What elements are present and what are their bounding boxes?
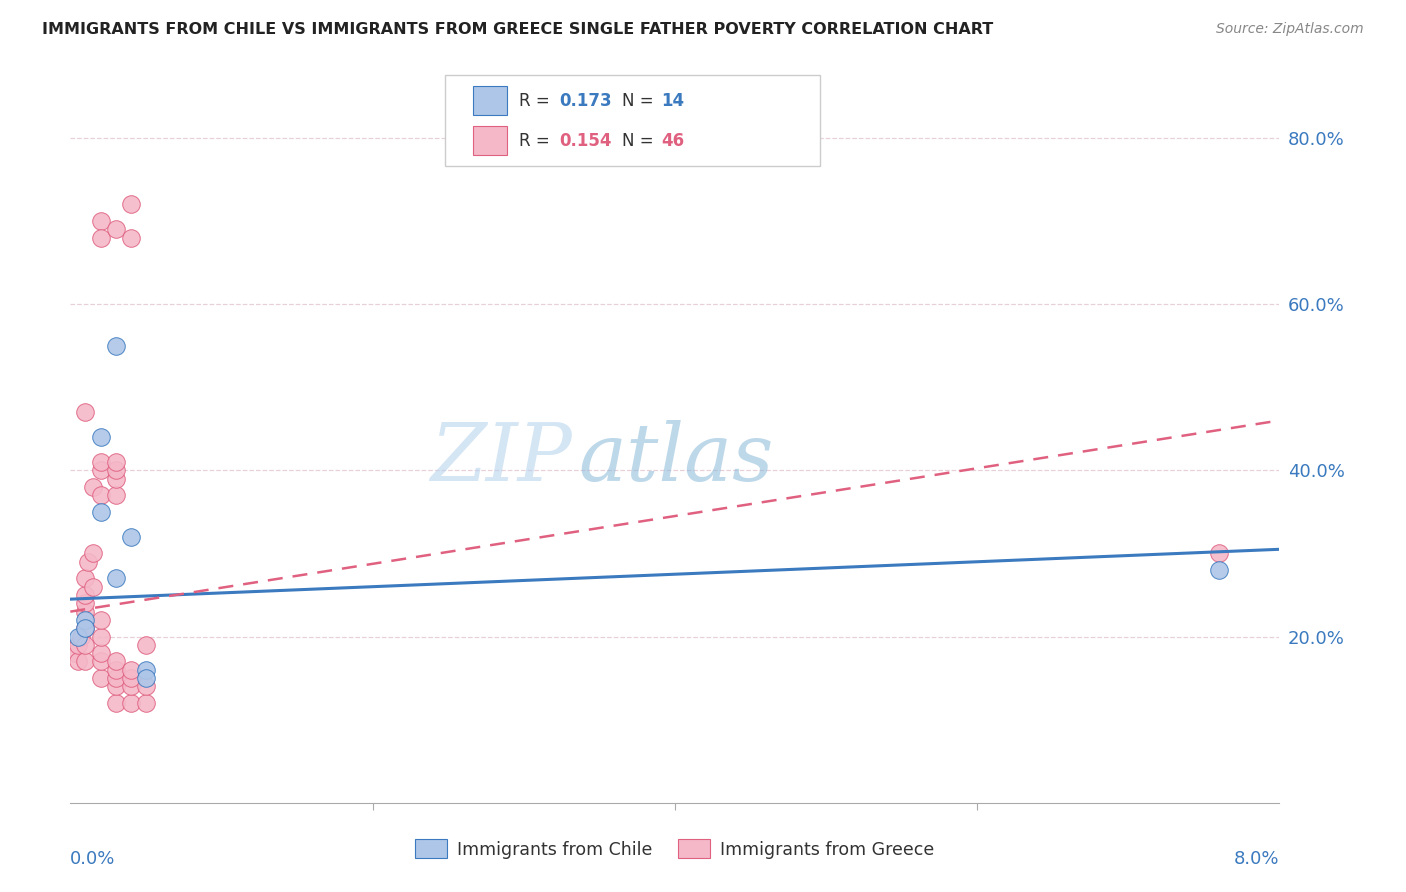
Text: N =: N = <box>621 92 658 110</box>
Text: 0.0%: 0.0% <box>70 850 115 868</box>
Point <box>104 455 127 469</box>
Point <box>120 663 142 677</box>
Point <box>75 405 97 419</box>
Text: ZIP: ZIP <box>430 420 572 498</box>
Point <box>104 571 127 585</box>
Text: IMMIGRANTS FROM CHILE VS IMMIGRANTS FROM GREECE SINGLE FATHER POVERTY CORRELATIO: IMMIGRANTS FROM CHILE VS IMMIGRANTS FROM… <box>42 22 994 37</box>
Point <box>90 613 111 627</box>
Point <box>120 530 142 544</box>
Point <box>75 596 97 610</box>
Point <box>135 696 157 710</box>
Point <box>135 671 157 685</box>
Point <box>75 613 97 627</box>
Bar <box>472 126 506 155</box>
Text: N =: N = <box>621 132 658 150</box>
Point <box>82 580 104 594</box>
Point <box>120 680 142 694</box>
Point <box>104 472 127 486</box>
Point <box>82 480 104 494</box>
Point <box>135 638 157 652</box>
Point <box>120 197 142 211</box>
Text: 14: 14 <box>662 92 685 110</box>
Bar <box>472 86 506 115</box>
Point <box>66 638 89 652</box>
Text: 0.154: 0.154 <box>558 132 612 150</box>
Point <box>104 680 127 694</box>
Text: atlas: atlas <box>578 420 773 498</box>
Point <box>90 488 111 502</box>
Text: 46: 46 <box>662 132 685 150</box>
Point <box>90 505 111 519</box>
Point <box>120 230 142 244</box>
Point <box>63 646 86 660</box>
Point <box>90 671 111 685</box>
Point <box>75 571 97 585</box>
Point <box>104 655 127 669</box>
Text: 0.173: 0.173 <box>558 92 612 110</box>
Point <box>90 430 111 444</box>
Point <box>104 338 127 352</box>
Text: 8.0%: 8.0% <box>1234 850 1279 868</box>
Point <box>90 214 111 228</box>
Point <box>90 655 111 669</box>
Point <box>90 463 111 477</box>
Point <box>1208 563 1230 577</box>
Point <box>66 630 89 644</box>
Point <box>82 546 104 560</box>
Point <box>90 455 111 469</box>
Point <box>90 646 111 660</box>
Point <box>75 605 97 619</box>
Point <box>75 655 97 669</box>
Point <box>90 230 111 244</box>
Point <box>70 630 93 644</box>
Point <box>135 663 157 677</box>
Legend: Immigrants from Chile, Immigrants from Greece: Immigrants from Chile, Immigrants from G… <box>406 830 943 867</box>
Point <box>77 555 100 569</box>
Point <box>75 621 97 635</box>
FancyBboxPatch shape <box>446 75 820 167</box>
Point <box>104 463 127 477</box>
Point <box>66 655 89 669</box>
Point <box>75 621 97 635</box>
Point <box>104 671 127 685</box>
Text: R =: R = <box>519 132 555 150</box>
Point <box>104 222 127 236</box>
Point <box>120 671 142 685</box>
Point <box>104 663 127 677</box>
Point <box>90 630 111 644</box>
Point <box>104 488 127 502</box>
Point <box>120 696 142 710</box>
Point <box>1208 546 1230 560</box>
Text: Source: ZipAtlas.com: Source: ZipAtlas.com <box>1216 22 1364 37</box>
Point <box>75 588 97 602</box>
Point <box>135 680 157 694</box>
Point <box>75 638 97 652</box>
Point <box>104 696 127 710</box>
Text: R =: R = <box>519 92 555 110</box>
